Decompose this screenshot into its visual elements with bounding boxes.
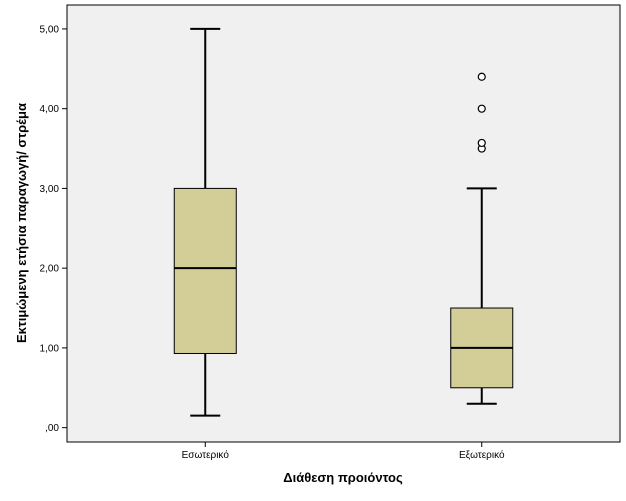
y-tick-label-3: 3,00 xyxy=(40,184,60,195)
box-group-0 xyxy=(173,27,237,417)
plot-area xyxy=(66,4,621,443)
y-tick-label-5: 5,00 xyxy=(40,24,60,35)
x-tick-label-0: Εσωτερικό xyxy=(182,449,230,461)
box-group-1 xyxy=(450,72,514,405)
y-tick-label-4: 4,00 xyxy=(40,104,60,115)
y-tick-label-2: 2,00 xyxy=(40,264,60,275)
outlier-point-1-1 xyxy=(477,138,486,148)
y-tick-label-0: ,00 xyxy=(45,423,59,434)
y-axis-title: Εκτιμώμενη ετήσια παραγωγή/ στρέμα xyxy=(14,103,29,343)
outlier-point-1-2 xyxy=(477,104,486,113)
iqr-box-0 xyxy=(173,187,237,354)
x-tick-label-1: Εξωτερικό xyxy=(459,449,505,461)
outlier-point-1-3 xyxy=(477,72,486,81)
y-tick-label-1: 1,00 xyxy=(40,343,60,354)
x-axis-title: Διάθεση προιόντος xyxy=(283,470,403,485)
